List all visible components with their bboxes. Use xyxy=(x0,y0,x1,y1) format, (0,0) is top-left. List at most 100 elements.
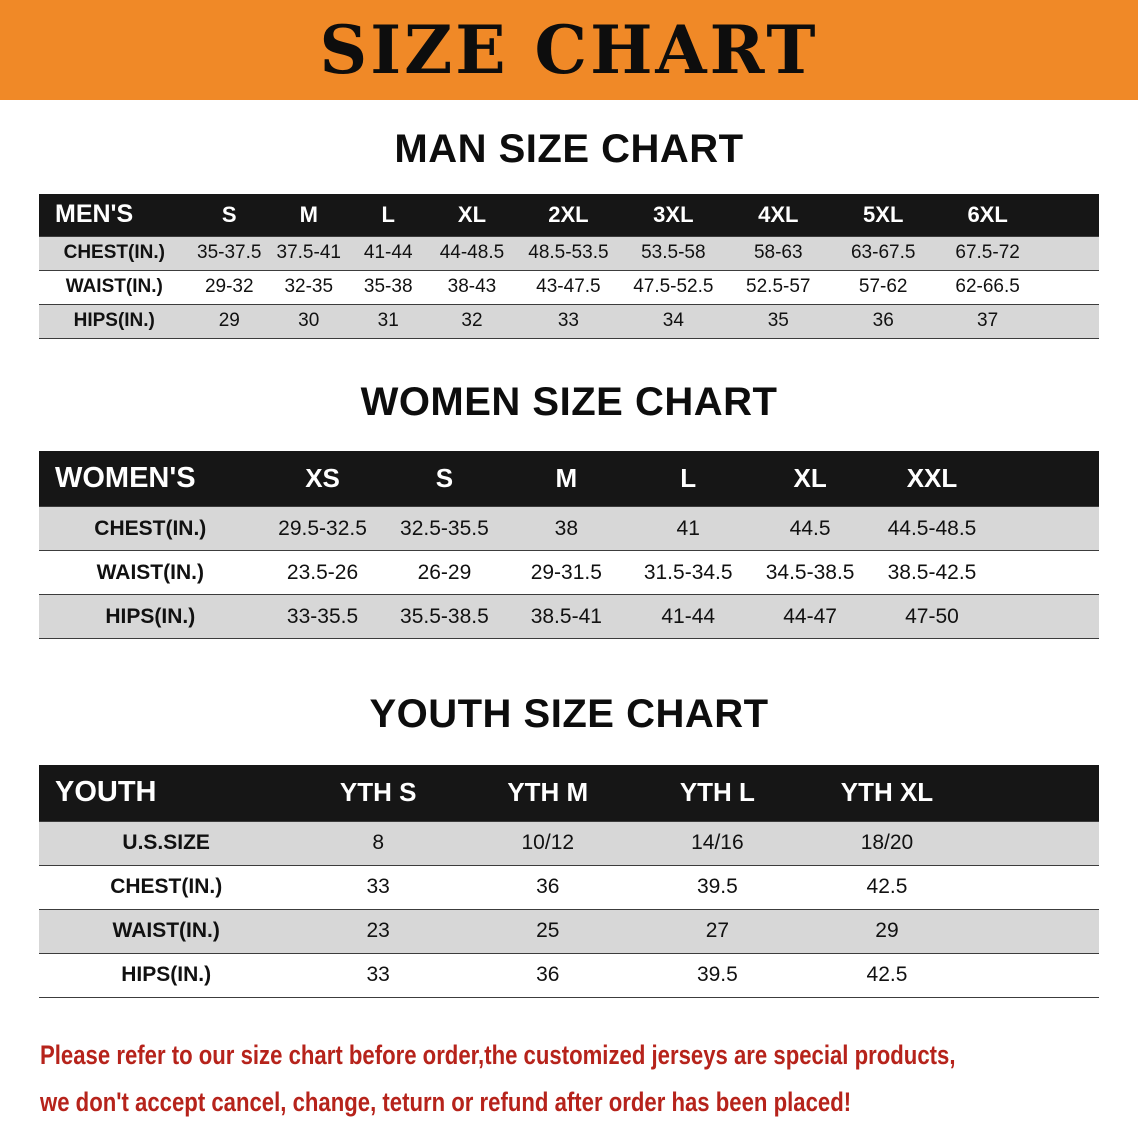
size-cell: 47.5-52.5 xyxy=(620,269,726,304)
size-cell: 29-31.5 xyxy=(505,550,628,595)
youth-hips-row: HIPS(IN.) 33 36 39.5 42.5 xyxy=(39,952,1099,998)
size-cell: 62-66.5 xyxy=(935,269,1040,304)
size-cell: 42.5 xyxy=(802,864,972,909)
size-cell: 35-38 xyxy=(348,269,428,304)
size-cell: 41-44 xyxy=(348,235,428,270)
row-label: CHEST(IN.) xyxy=(39,235,190,270)
size-cell: 38 xyxy=(505,506,628,551)
size-cell: 33 xyxy=(293,864,463,909)
size-cell: 35-37.5 xyxy=(189,235,269,270)
banner-title: SIZE CHART xyxy=(319,11,819,89)
women-size-col-header: XL xyxy=(749,450,872,507)
size-cell: 39.5 xyxy=(632,952,803,998)
size-cell: 29 xyxy=(802,908,972,953)
women-chest-row: CHEST(IN.) 29.5-32.5 32.5-35.5 38 41 44.… xyxy=(39,506,1099,551)
spacer-cell xyxy=(992,506,1099,551)
spacer-cell xyxy=(1039,269,1099,304)
spacer-cell xyxy=(971,908,1099,953)
size-cell: 44-47 xyxy=(749,594,872,639)
men-table-title: MEN'S xyxy=(39,194,190,236)
size-cell: 34 xyxy=(620,303,726,339)
size-cell: 52.5-57 xyxy=(725,269,831,304)
disclaimer: Please refer to our size chart before or… xyxy=(40,1032,1138,1126)
size-cell: 32.5-35.5 xyxy=(383,506,506,551)
size-cell: 57-62 xyxy=(830,269,936,304)
men-size-col-header: XL xyxy=(427,194,516,236)
men-size-col-header: 6XL xyxy=(935,194,1040,236)
spacer-cell xyxy=(992,550,1099,595)
size-cell: 36 xyxy=(462,952,633,998)
size-cell: 53.5-58 xyxy=(620,235,726,270)
size-cell: 37 xyxy=(935,303,1040,339)
men-size-col-header: 3XL xyxy=(620,194,726,236)
women-size-col-header: L xyxy=(627,450,750,507)
size-cell: 30 xyxy=(269,303,349,339)
size-cell: 18/20 xyxy=(802,820,972,865)
size-cell: 48.5-53.5 xyxy=(515,235,621,270)
youth-waist-row: WAIST(IN.) 23 25 27 29 xyxy=(39,908,1099,953)
size-cell: 34.5-38.5 xyxy=(749,550,872,595)
spacer-cell xyxy=(971,820,1099,865)
men-waist-row: WAIST(IN.) 29-32 32-35 35-38 38-43 43-47… xyxy=(39,269,1099,304)
youth-chest-row: CHEST(IN.) 33 36 39.5 42.5 xyxy=(39,864,1099,909)
women-size-col-header: XXL xyxy=(871,450,993,507)
size-cell: 32-35 xyxy=(269,269,349,304)
size-cell: 10/12 xyxy=(462,820,633,865)
row-label: HIPS(IN.) xyxy=(39,594,262,639)
youth-size-col-header: YTH XL xyxy=(802,765,972,821)
size-cell: 41-44 xyxy=(627,594,750,639)
size-cell: 43-47.5 xyxy=(515,269,621,304)
men-size-col-header: 2XL xyxy=(515,194,621,236)
spacer-cell xyxy=(1039,235,1099,270)
size-cell: 29-32 xyxy=(189,269,269,304)
men-size-col-header: S xyxy=(189,194,269,236)
size-cell: 29.5-32.5 xyxy=(261,506,384,551)
youth-size-table: YOUTH YTH S YTH M YTH L YTH XL U.S.SIZE … xyxy=(39,765,1099,998)
size-cell: 8 xyxy=(293,820,463,865)
women-size-col-header: M xyxy=(505,450,628,507)
women-size-col-header: S xyxy=(383,450,506,507)
size-cell: 33 xyxy=(515,303,621,339)
men-size-col-header: 5XL xyxy=(830,194,936,236)
size-chart-banner: SIZE CHART xyxy=(0,0,1138,100)
disclaimer-line-1: Please refer to our size chart before or… xyxy=(40,1039,956,1070)
size-cell: 44-48.5 xyxy=(427,235,516,270)
size-cell: 39.5 xyxy=(632,864,803,909)
size-cell: 25 xyxy=(462,908,633,953)
row-label: WAIST(IN.) xyxy=(39,269,190,304)
size-cell: 42.5 xyxy=(802,952,972,998)
women-waist-row: WAIST(IN.) 23.5-26 26-29 29-31.5 31.5-34… xyxy=(39,550,1099,595)
size-cell: 58-63 xyxy=(725,235,831,270)
disclaimer-line-2: we don't accept cancel, change, teturn o… xyxy=(40,1086,852,1117)
women-table-title: WOMEN'S xyxy=(39,450,262,507)
women-size-table: WOMEN'S XS S M L XL XXL CHEST(IN.) 29.5-… xyxy=(39,450,1099,639)
size-cell: 36 xyxy=(462,864,633,909)
men-size-table: MEN'S S M L XL 2XL 3XL 4XL 5XL 6XL CHEST… xyxy=(39,194,1099,339)
men-table-header-row: MEN'S S M L XL 2XL 3XL 4XL 5XL 6XL xyxy=(39,194,1099,236)
women-section-heading: WOMEN SIZE CHART xyxy=(360,379,778,424)
spacer-cell xyxy=(971,765,1099,821)
size-cell: 27 xyxy=(632,908,803,953)
size-cell: 29 xyxy=(189,303,269,339)
spacer-cell xyxy=(1039,194,1099,236)
men-size-col-header: L xyxy=(348,194,428,236)
spacer-cell xyxy=(992,594,1099,639)
spacer-cell xyxy=(971,864,1099,909)
size-cell: 33-35.5 xyxy=(261,594,384,639)
size-cell: 38.5-42.5 xyxy=(871,550,993,595)
youth-table-title: YOUTH xyxy=(39,765,294,821)
men-section-heading: MAN SIZE CHART xyxy=(394,127,744,171)
spacer-cell xyxy=(971,952,1099,998)
size-cell: 36 xyxy=(830,303,936,339)
size-cell: 31 xyxy=(348,303,428,339)
women-hips-row: HIPS(IN.) 33-35.5 35.5-38.5 38.5-41 41-4… xyxy=(39,594,1099,639)
size-cell: 32 xyxy=(427,303,516,339)
size-cell: 35.5-38.5 xyxy=(383,594,506,639)
row-label: HIPS(IN.) xyxy=(39,952,294,998)
size-cell: 38.5-41 xyxy=(505,594,628,639)
men-chest-row: CHEST(IN.) 35-37.5 37.5-41 41-44 44-48.5… xyxy=(39,235,1099,270)
youth-section-heading: YOUTH SIZE CHART xyxy=(369,692,769,736)
size-cell: 23.5-26 xyxy=(261,550,384,595)
women-table-header-row: WOMEN'S XS S M L XL XXL xyxy=(39,450,1099,507)
row-label: CHEST(IN.) xyxy=(39,506,262,551)
